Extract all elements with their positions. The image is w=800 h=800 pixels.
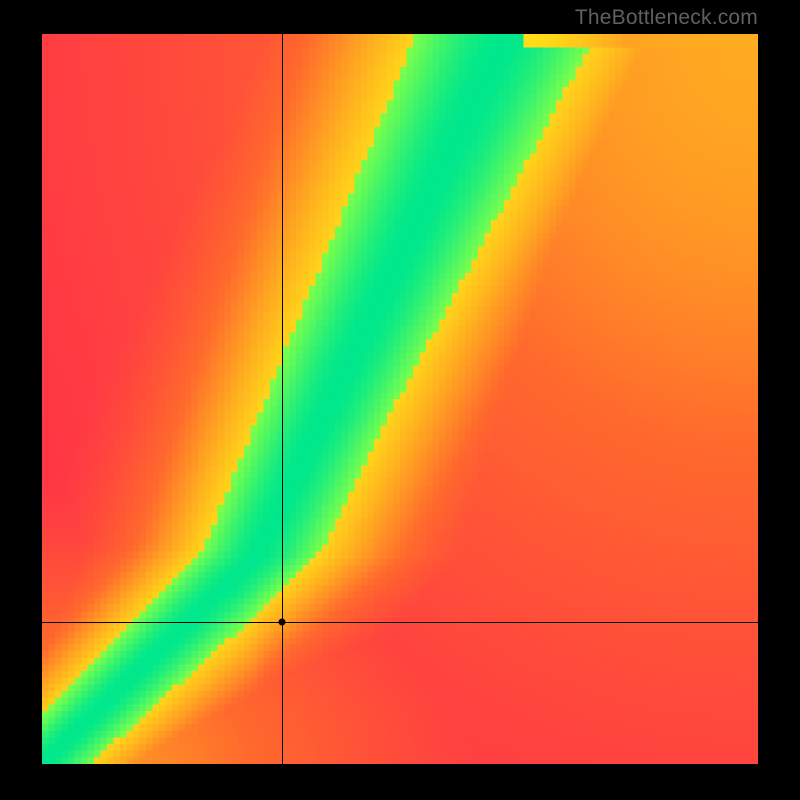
marker-dot (278, 618, 285, 625)
crosshair-horizontal (42, 622, 758, 623)
heatmap-canvas (42, 34, 758, 764)
heatmap-chart (42, 34, 758, 764)
watermark-text: TheBottleneck.com (575, 6, 758, 30)
crosshair-vertical (282, 34, 283, 764)
